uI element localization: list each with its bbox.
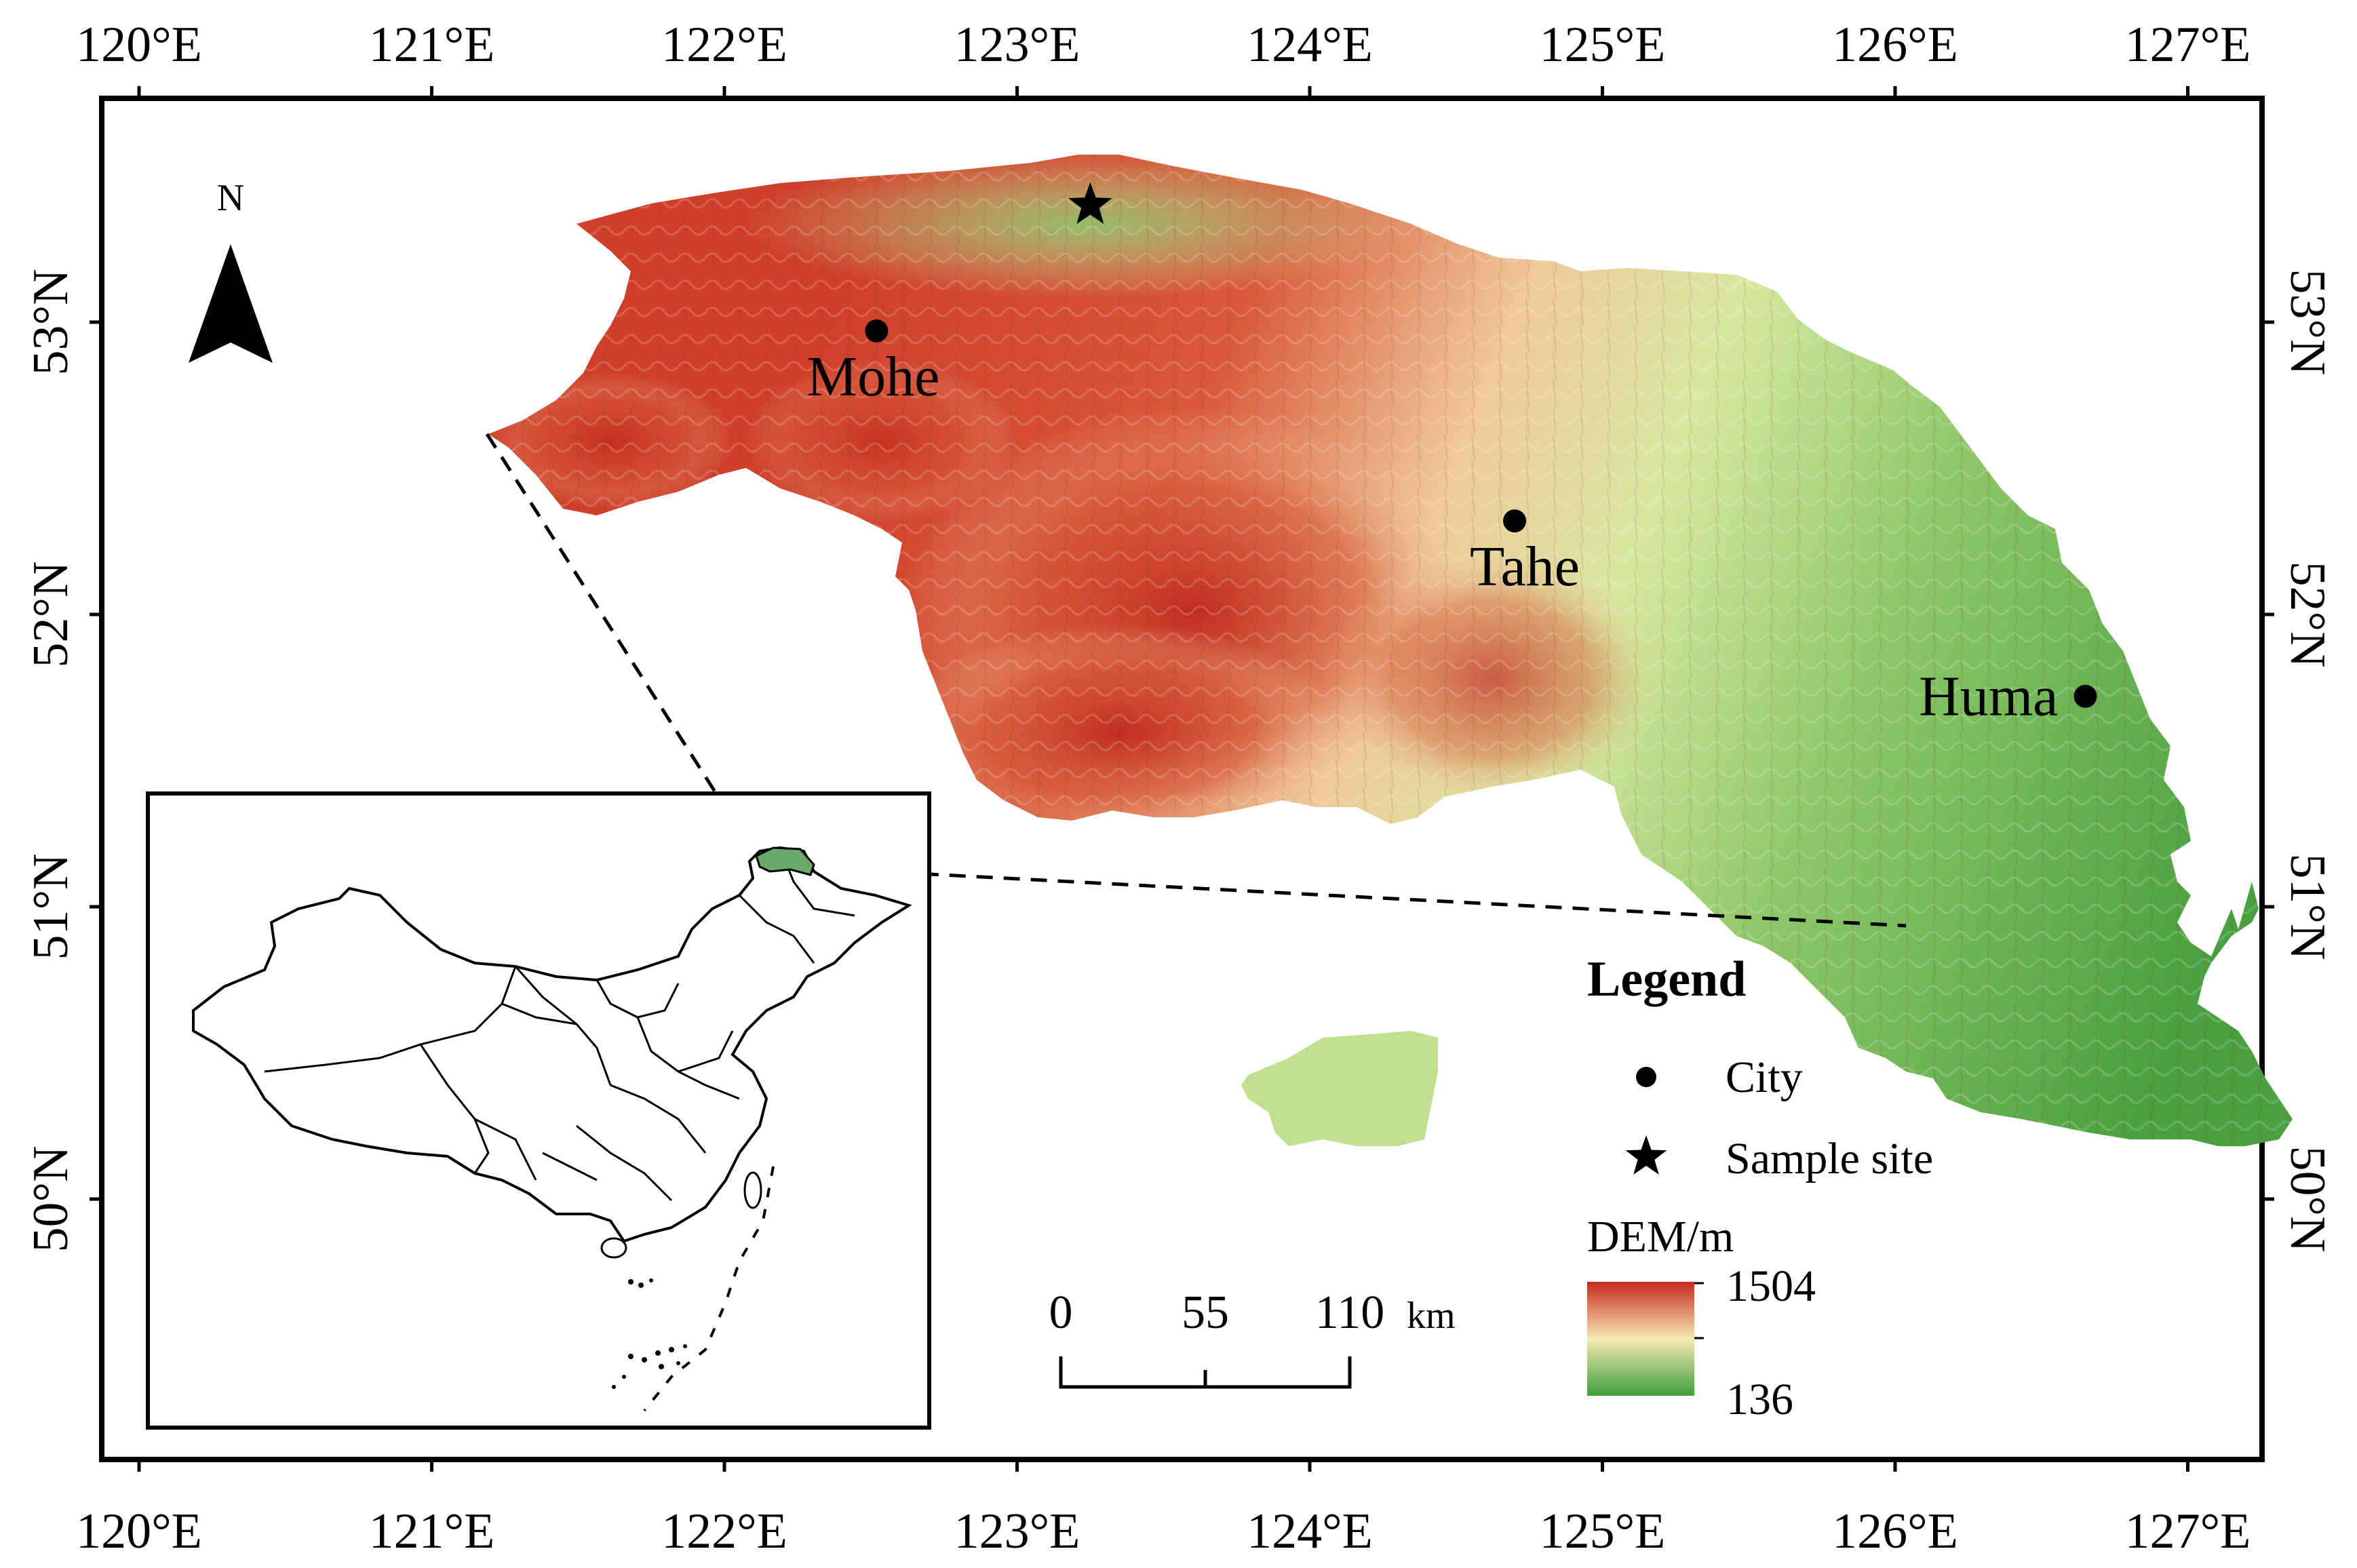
- lon-label-top: 127°E: [2125, 17, 2251, 73]
- dem-patch-south: [1241, 1031, 1438, 1146]
- legend-sample-site-label: Sample site: [1726, 1134, 1933, 1183]
- lon-label-bottom: 127°E: [2125, 1504, 2251, 1559]
- province-boundaries: [264, 847, 855, 1202]
- hainan-island: [600, 1237, 627, 1259]
- north-arrow: N: [189, 177, 273, 363]
- latitude-ticks: 53°N 53°N 52°N 52°N 51°N 51°N 50°N 50°N: [23, 269, 2335, 1252]
- city-dot: [865, 319, 889, 342]
- lon-label-top: 126°E: [1832, 17, 1958, 73]
- south-china-sea-islands: [612, 1278, 687, 1389]
- lon-label-bottom: 120°E: [76, 1504, 202, 1559]
- city-dot: [1503, 509, 1527, 533]
- taiwan-island: [743, 1171, 762, 1209]
- city-label: Mohe: [806, 345, 939, 408]
- longitude-ticks: 120°E 120°E 121°E 121°E 122°E 122°E 123°E 123°E…: [76, 17, 2251, 1559]
- map-frame: [99, 96, 2265, 1462]
- dem-title: DEM/m: [1587, 1212, 1734, 1261]
- inset-connector-lower: [813, 866, 1907, 928]
- scale-label-0: 0: [1049, 1287, 1073, 1339]
- lat-label-right: 51°N: [2280, 853, 2335, 960]
- dem-colorbar: [1587, 1282, 1694, 1396]
- sample-site-star-icon: [1068, 182, 1112, 224]
- legend-title: Legend: [1587, 952, 1746, 1007]
- lon-label-top: 120°E: [76, 17, 202, 73]
- lat-label-left: 52°N: [23, 561, 79, 667]
- study-area-highlight: [755, 846, 815, 876]
- legend-city-label: City: [1726, 1053, 1803, 1102]
- north-arrow-label: N: [217, 177, 244, 219]
- city-label: Huma: [1919, 665, 2058, 728]
- lon-label-bottom: 125°E: [1540, 1504, 1666, 1559]
- lat-label-right: 50°N: [2280, 1145, 2335, 1252]
- scale-label-110: 110: [1315, 1287, 1384, 1339]
- lat-label-left: 50°N: [23, 1145, 79, 1252]
- city-label: Tahe: [1470, 535, 1580, 598]
- lon-label-top: 123°E: [954, 17, 1080, 73]
- legend-city-icon: [1636, 1067, 1656, 1087]
- lon-label-top: 125°E: [1540, 17, 1666, 73]
- lon-label-top: 121°E: [369, 17, 495, 73]
- lon-label-bottom: 121°E: [369, 1504, 495, 1559]
- legend-star-icon: [1625, 1135, 1667, 1175]
- scale-bar: 0 55 110 km: [1049, 1287, 1456, 1389]
- inset-connector-upper: [485, 433, 755, 852]
- lon-label-bottom: 123°E: [954, 1504, 1080, 1559]
- china-outline: [192, 846, 912, 1243]
- lon-label-top: 122°E: [661, 17, 787, 73]
- scale-unit: km: [1407, 1295, 1456, 1337]
- sample-site-marker: [1068, 182, 1112, 224]
- lat-label-right: 52°N: [2280, 561, 2335, 667]
- inset-map: [146, 791, 931, 1430]
- lon-label-bottom: 126°E: [1832, 1504, 1958, 1559]
- lon-label-top: 124°E: [1247, 17, 1373, 73]
- legend: Legend City Sample site DEM/m 1504 136: [1587, 952, 1933, 1424]
- lon-label-bottom: 124°E: [1247, 1504, 1373, 1559]
- lat-label-left: 51°N: [23, 853, 79, 960]
- south-china-sea-line: [643, 1166, 775, 1412]
- dem-max-label: 1504: [1726, 1261, 1816, 1311]
- lat-label-left: 53°N: [23, 269, 79, 375]
- lat-label-right: 53°N: [2280, 269, 2335, 375]
- scale-label-55: 55: [1182, 1287, 1229, 1339]
- city-dot: [2073, 684, 2097, 708]
- dem-min-label: 136: [1726, 1375, 1793, 1424]
- north-arrow-icon: [189, 244, 273, 363]
- city-markers: Mohe Tahe Huma: [806, 319, 2097, 728]
- lon-label-bottom: 122°E: [661, 1504, 787, 1559]
